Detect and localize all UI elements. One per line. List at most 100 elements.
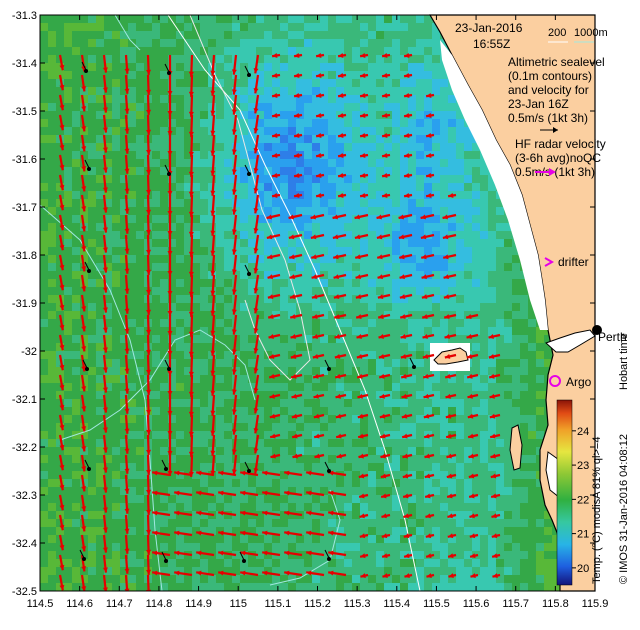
- sst-cell: [184, 151, 192, 159]
- sst-cell: [288, 183, 296, 191]
- sst-cell: [328, 439, 336, 447]
- sst-cell: [40, 367, 48, 375]
- sst-cell: [192, 63, 200, 71]
- sst-cell: [48, 39, 56, 47]
- sst-cell: [328, 351, 336, 359]
- sst-cell: [192, 335, 200, 343]
- sst-cell: [400, 519, 408, 527]
- sst-cell: [192, 127, 200, 135]
- sst-cell: [248, 335, 256, 343]
- sst-cell: [128, 175, 136, 183]
- sst-cell: [440, 543, 448, 551]
- sst-cell: [104, 119, 112, 127]
- sst-cell: [352, 63, 360, 71]
- sst-cell: [360, 39, 368, 47]
- sst-cell: [48, 543, 56, 551]
- sst-cell: [416, 159, 424, 167]
- sst-cell: [472, 303, 480, 311]
- sst-cell: [544, 343, 552, 351]
- sst-cell: [128, 463, 136, 471]
- sst-cell: [112, 151, 120, 159]
- sst-cell: [512, 287, 520, 295]
- sst-cell: [256, 103, 264, 111]
- sst-cell: [288, 415, 296, 423]
- sst-cell: [400, 575, 408, 583]
- sst-cell: [400, 63, 408, 71]
- sst-cell: [448, 519, 456, 527]
- sst-cell: [448, 415, 456, 423]
- sst-cell: [96, 375, 104, 383]
- sst-cell: [416, 439, 424, 447]
- sst-cell: [520, 287, 528, 295]
- sst-cell: [512, 471, 520, 479]
- sst-cell: [328, 543, 336, 551]
- sst-cell: [56, 119, 64, 127]
- sst-cell: [176, 175, 184, 183]
- sst-cell: [464, 455, 472, 463]
- sst-cell: [176, 135, 184, 143]
- sst-cell: [48, 383, 56, 391]
- sst-cell: [504, 559, 512, 567]
- sst-cell: [408, 175, 416, 183]
- sst-cell: [384, 303, 392, 311]
- sst-cell: [464, 247, 472, 255]
- sst-cell: [64, 71, 72, 79]
- sst-cell: [328, 551, 336, 559]
- sst-cell: [440, 207, 448, 215]
- sst-cell: [264, 151, 272, 159]
- sst-cell: [360, 495, 368, 503]
- sst-cell: [392, 535, 400, 543]
- sst-cell: [296, 479, 304, 487]
- sst-cell: [56, 343, 64, 351]
- sst-cell: [336, 535, 344, 543]
- sst-cell: [392, 103, 400, 111]
- sst-cell: [400, 319, 408, 327]
- sst-cell: [88, 103, 96, 111]
- sst-cell: [312, 223, 320, 231]
- sst-cell: [312, 79, 320, 87]
- sst-cell: [72, 447, 80, 455]
- sst-cell: [312, 247, 320, 255]
- sst-cell: [456, 399, 464, 407]
- sst-cell: [48, 575, 56, 583]
- sst-cell: [72, 343, 80, 351]
- sst-cell: [256, 87, 264, 95]
- sst-cell: [344, 335, 352, 343]
- sst-cell: [40, 447, 48, 455]
- sst-cell: [64, 423, 72, 431]
- sst-cell: [336, 527, 344, 535]
- sst-cell: [112, 183, 120, 191]
- sst-cell: [192, 87, 200, 95]
- sst-cell: [168, 455, 176, 463]
- sst-cell: [248, 543, 256, 551]
- sst-cell: [64, 455, 72, 463]
- sst-cell: [168, 535, 176, 543]
- sst-cell: [488, 559, 496, 567]
- sst-cell: [160, 135, 168, 143]
- sst-cell: [336, 319, 344, 327]
- sst-cell: [496, 535, 504, 543]
- sst-cell: [128, 375, 136, 383]
- sst-cell: [248, 39, 256, 47]
- sst-cell: [88, 159, 96, 167]
- sst-cell: [360, 223, 368, 231]
- sst-cell: [272, 263, 280, 271]
- sst-cell: [264, 311, 272, 319]
- sst-cell: [416, 127, 424, 135]
- sst-cell: [376, 287, 384, 295]
- sst-cell: [352, 87, 360, 95]
- sst-cell: [488, 175, 496, 183]
- sst-cell: [192, 151, 200, 159]
- sst-cell: [464, 175, 472, 183]
- sst-cell: [392, 143, 400, 151]
- sst-cell: [304, 55, 312, 63]
- sst-cell: [376, 63, 384, 71]
- sst-cell: [128, 351, 136, 359]
- sst-cell: [512, 407, 520, 415]
- sst-cell: [480, 215, 488, 223]
- sst-cell: [344, 151, 352, 159]
- sst-cell: [360, 207, 368, 215]
- sst-cell: [248, 327, 256, 335]
- sst-cell: [344, 319, 352, 327]
- sst-cell: [512, 351, 520, 359]
